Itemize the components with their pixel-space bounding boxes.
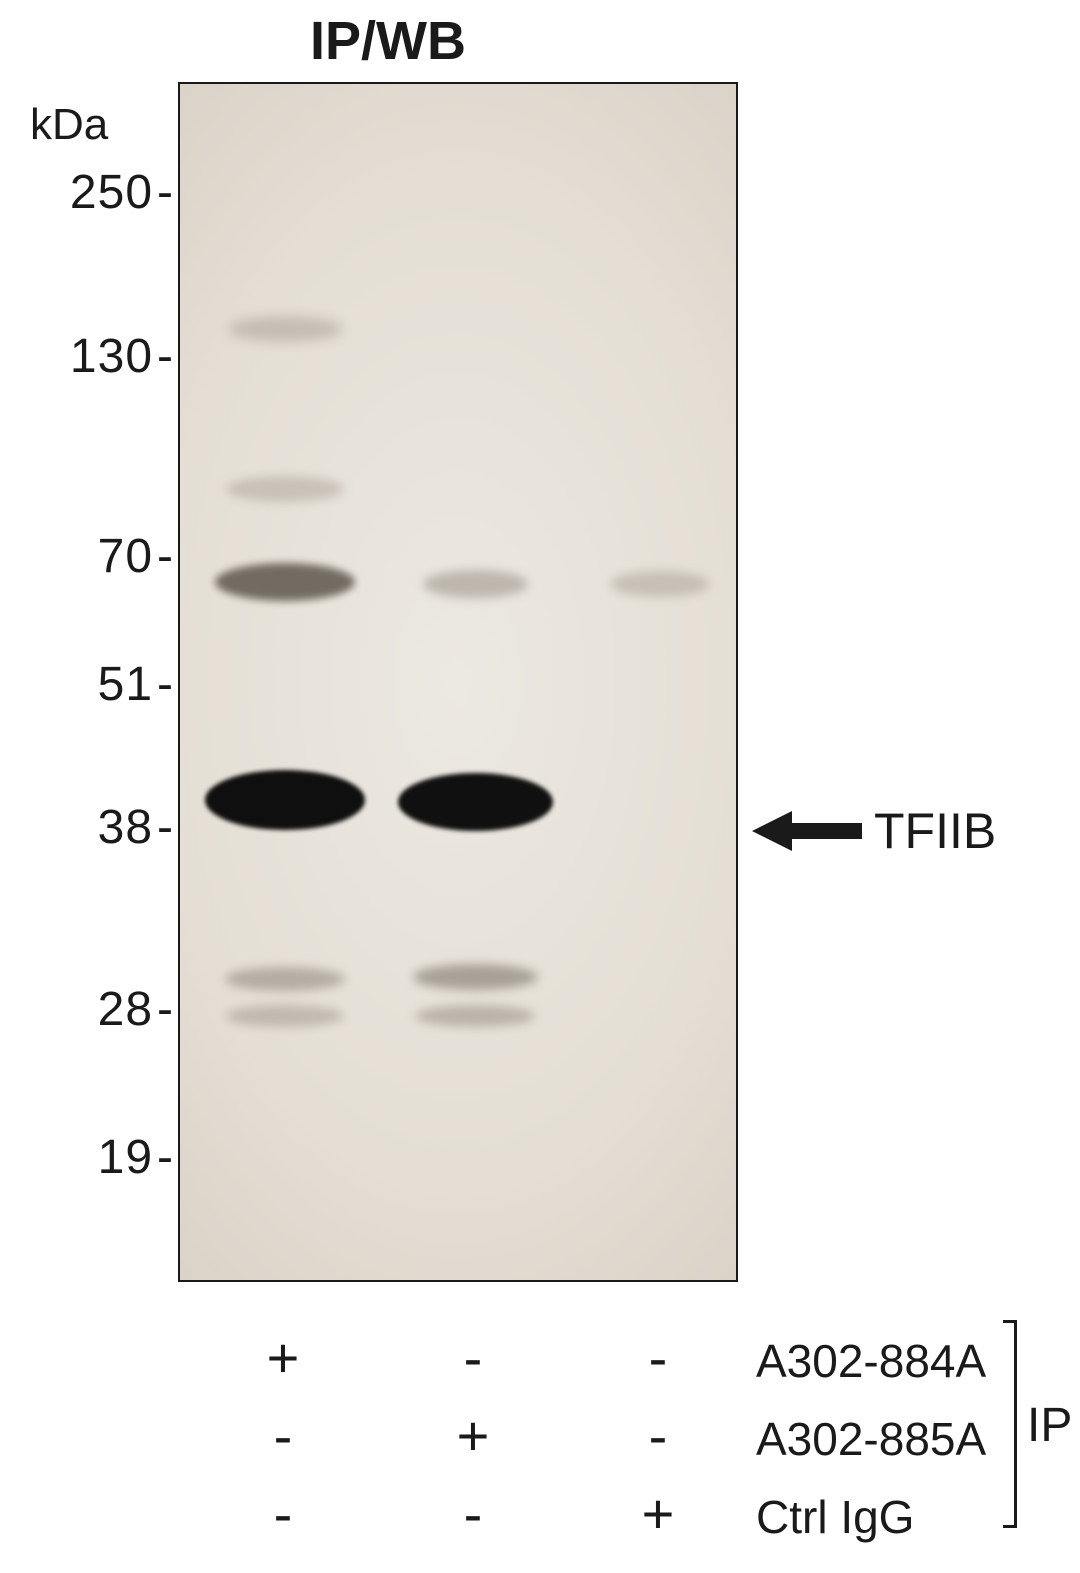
plus-mark: + (453, 1408, 493, 1464)
mw-marker-19: 19- (98, 1130, 174, 1185)
mw-marker-250: 250- (70, 165, 174, 220)
minus-mark: - (453, 1486, 493, 1542)
mw-marker-38: 38- (98, 800, 174, 855)
western-blot-image (178, 82, 738, 1282)
blot-band (226, 476, 344, 502)
minus-mark: - (638, 1408, 678, 1464)
plus-mark: + (263, 1330, 303, 1386)
blot-band (423, 570, 528, 598)
blot-band (610, 571, 710, 597)
ip-legend-row: - + - A302-885A (0, 1408, 1000, 1468)
ip-antibody-label: A302-884A (756, 1334, 986, 1388)
ip-antibody-label: Ctrl IgG (756, 1490, 914, 1544)
ip-legend-row: + - - A302-884A (0, 1330, 1000, 1390)
ip-section-label: IP (1027, 1398, 1072, 1453)
mw-tick-dash: - (157, 983, 174, 1036)
arrow-left-icon (752, 809, 862, 853)
mw-marker-28: 28- (98, 982, 174, 1037)
mw-marker-130: 130- (70, 329, 174, 384)
blot-band (215, 563, 355, 601)
minus-mark: - (263, 1486, 303, 1542)
mw-tick-dash: - (157, 530, 174, 583)
mw-tick-dash: - (157, 1131, 174, 1184)
target-protein-label: TFIIB (874, 802, 996, 860)
ip-antibody-label: A302-885A (756, 1412, 986, 1466)
minus-mark: - (263, 1408, 303, 1464)
mw-tick-dash: - (157, 801, 174, 854)
mw-marker-70: 70- (98, 529, 174, 584)
blot-band (205, 770, 365, 830)
mw-tick-dash: - (157, 658, 174, 711)
minus-mark: - (638, 1330, 678, 1386)
blot-band (398, 773, 553, 831)
mw-marker-51: 51- (98, 657, 174, 712)
ip-legend-row: - - + Ctrl IgG (0, 1486, 1000, 1546)
blot-band (226, 1005, 344, 1027)
ip-bracket (1003, 1320, 1017, 1528)
mw-tick-dash: - (157, 166, 174, 219)
header-title: IP/WB (310, 10, 466, 72)
blot-band (228, 316, 343, 342)
target-band-annotation: TFIIB (752, 802, 996, 860)
blot-band (225, 967, 345, 991)
blot-band (415, 1005, 535, 1027)
kda-unit-label: kDa (30, 100, 108, 150)
blot-background (180, 84, 736, 1280)
mw-tick-dash: - (157, 330, 174, 383)
plus-mark: + (638, 1486, 678, 1542)
blot-band (413, 964, 538, 990)
minus-mark: - (453, 1330, 493, 1386)
